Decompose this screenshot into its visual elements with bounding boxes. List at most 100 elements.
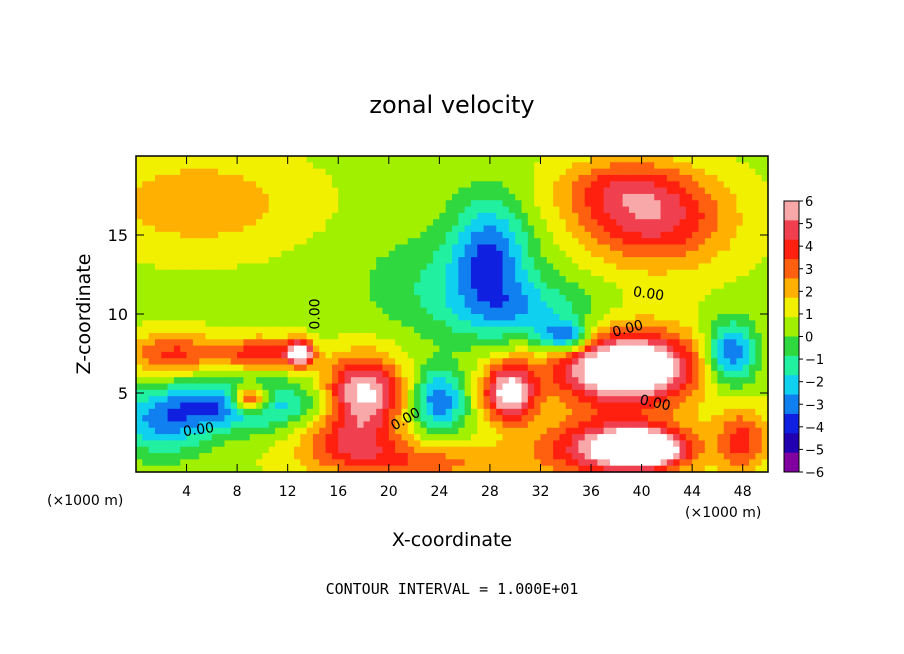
field-cell [565, 257, 573, 265]
field-cell [521, 295, 529, 302]
field-cell [376, 156, 384, 163]
field-cell [414, 326, 421, 334]
field-cell [395, 421, 403, 429]
field-cell [470, 288, 478, 296]
field-cell [647, 402, 655, 410]
field-cell [742, 187, 750, 195]
field-cell [597, 193, 605, 201]
field-cell [426, 219, 434, 227]
field-cell [483, 301, 491, 309]
field-cell [230, 168, 238, 176]
field-cell [376, 263, 384, 271]
field-cell [679, 421, 687, 429]
field-cell [230, 238, 238, 246]
field-cell [597, 351, 605, 359]
field-cell [401, 307, 409, 315]
field-cell [452, 383, 459, 391]
field-cell [711, 238, 719, 246]
field-cell [553, 364, 561, 372]
field-cell [433, 181, 440, 189]
field-cell [275, 320, 282, 328]
field-cell [534, 181, 542, 189]
field-cell [199, 339, 207, 347]
field-cell [420, 377, 428, 385]
field-cell [275, 440, 282, 448]
field-cell [553, 301, 561, 309]
field-cell [666, 295, 674, 302]
field-cell [666, 244, 674, 252]
field-cell [294, 370, 301, 378]
field-cell [584, 351, 592, 359]
field-cell [199, 168, 207, 176]
field-cell [300, 446, 308, 454]
field-cell [243, 250, 251, 258]
field-cell [527, 358, 535, 366]
field-cell [142, 434, 150, 441]
field-cell [496, 225, 504, 233]
field-cell [553, 295, 561, 302]
field-cell [180, 320, 188, 328]
field-cell [211, 453, 219, 460]
field-cell [142, 358, 150, 366]
field-cell [363, 415, 371, 423]
field-cell [597, 446, 605, 454]
field-cell [534, 453, 542, 460]
field-cell [711, 389, 719, 397]
field-cell [407, 446, 415, 454]
field-cell [584, 219, 592, 227]
field-cell [742, 181, 750, 189]
field-cell [376, 453, 384, 460]
field-cell [395, 465, 403, 473]
field-cell [527, 314, 535, 321]
field-cell [262, 453, 270, 460]
field-cell [483, 314, 491, 321]
field-cell [268, 174, 276, 182]
field-cell [275, 370, 282, 378]
field-cell [464, 269, 472, 277]
field-cell [142, 219, 150, 227]
field-cell [521, 276, 529, 283]
field-cell [464, 383, 472, 391]
field-cell [230, 288, 238, 296]
field-cell [673, 288, 681, 296]
field-cell [136, 276, 143, 283]
field-cell [205, 238, 213, 246]
field-cell [679, 427, 687, 435]
field-cell [407, 295, 415, 302]
field-cell [407, 339, 415, 347]
field-cell [192, 225, 200, 233]
field-cell [647, 301, 655, 309]
field-cell [230, 301, 238, 309]
field-cell [540, 219, 548, 227]
field-cell [452, 162, 459, 170]
field-cell [192, 250, 200, 258]
field-cell [452, 168, 459, 176]
field-cell [622, 421, 630, 429]
field-cell [641, 332, 649, 340]
field-cell [622, 174, 630, 182]
field-cell [369, 314, 377, 321]
field-cell [268, 465, 276, 473]
field-cell [673, 156, 681, 163]
field-cell [211, 156, 219, 163]
field-cell [256, 320, 263, 328]
field-cell [300, 415, 308, 423]
field-cell [376, 181, 384, 189]
field-cell [161, 370, 169, 378]
field-cell [654, 389, 662, 397]
field-cell [534, 314, 542, 321]
field-cell [591, 358, 598, 366]
field-cell [711, 225, 719, 233]
field-cell [610, 339, 617, 347]
field-cell [344, 440, 352, 448]
field-cell [268, 339, 276, 347]
field-cell [666, 326, 674, 334]
field-cell [154, 200, 162, 208]
field-cell [647, 295, 655, 302]
field-cell [249, 370, 257, 378]
field-cell [218, 364, 226, 372]
field-cell [294, 320, 301, 328]
field-cell [338, 427, 346, 435]
field-cell [445, 351, 453, 359]
field-cell [161, 383, 169, 391]
